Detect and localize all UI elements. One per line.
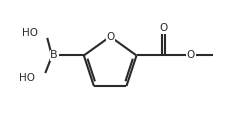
Text: O: O [106, 32, 114, 42]
Text: O: O [187, 51, 195, 61]
Text: B: B [50, 51, 58, 61]
Text: HO: HO [22, 28, 38, 38]
Text: O: O [159, 23, 167, 33]
Text: HO: HO [19, 73, 35, 83]
